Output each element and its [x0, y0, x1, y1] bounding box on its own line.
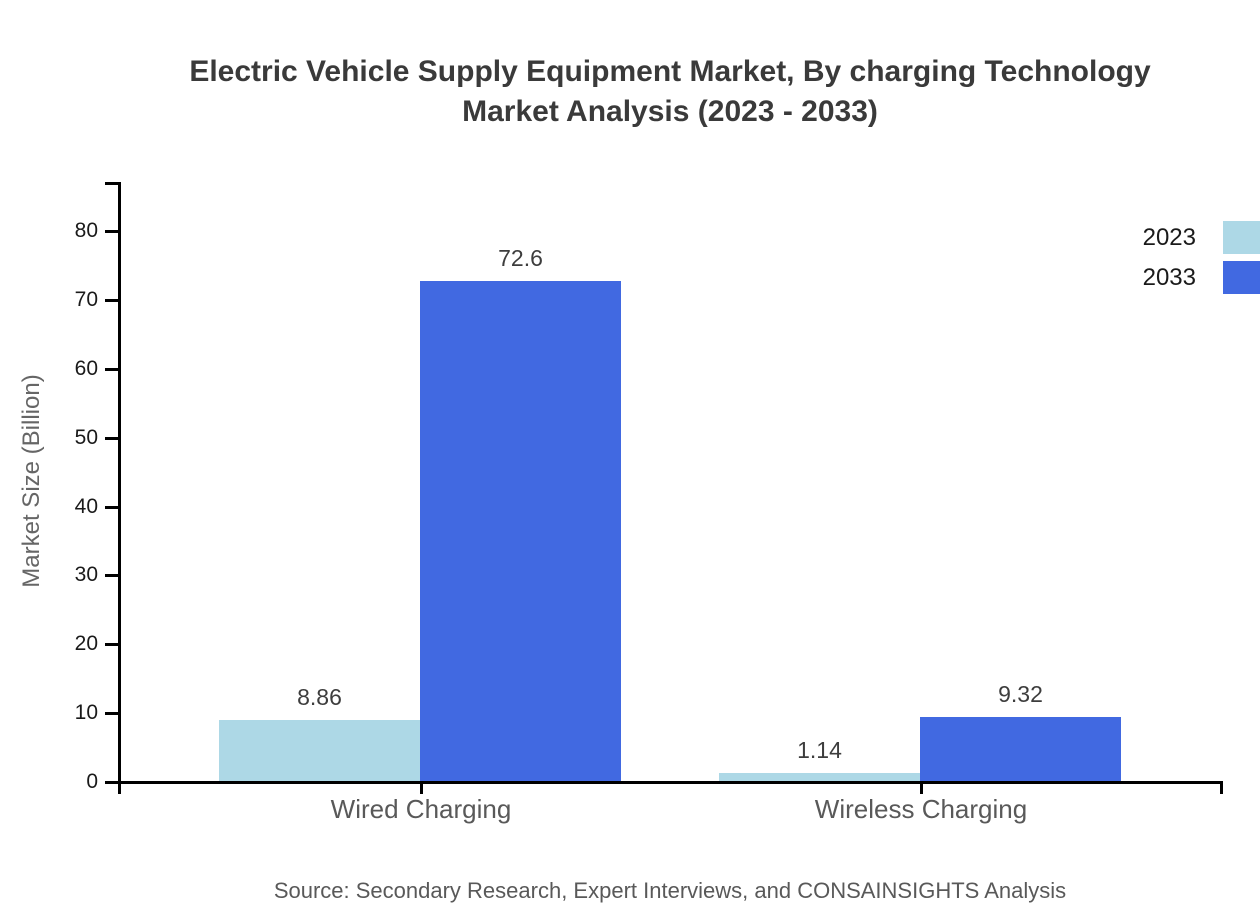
bar-value-label: 8.86 — [297, 684, 342, 710]
y-tick-label: 0 — [86, 770, 98, 793]
y-tick-label: 30 — [74, 563, 98, 586]
y-tick — [105, 781, 118, 784]
x-category-label: Wired Charging — [330, 794, 512, 824]
y-tick — [105, 299, 118, 302]
legend-swatch-2023 — [1223, 221, 1260, 254]
y-tick — [105, 712, 118, 715]
bar-value-label: 72.6 — [498, 245, 543, 271]
chart-title-line1: Electric Vehicle Supply Equipment Market… — [189, 55, 1151, 88]
chart-title: Electric Vehicle Supply Equipment Market… — [80, 52, 1260, 132]
bar-value-label: 9.32 — [998, 681, 1043, 707]
y-tick-label: 40 — [74, 495, 98, 518]
y-tick — [105, 506, 118, 509]
y-tick-label: 50 — [74, 426, 98, 449]
legend-label-2023: 2023 — [1142, 224, 1196, 251]
chart-title-line2: Market Analysis (2023 - 2033) — [462, 95, 878, 128]
legend-label-2033: 2033 — [1142, 264, 1196, 291]
bar-2033-1 — [920, 717, 1121, 781]
y-tick-label: 70 — [74, 288, 98, 311]
y-axis-line — [118, 182, 121, 794]
y-tick — [105, 643, 118, 646]
bar-value-label: 1.14 — [797, 737, 842, 763]
bar-2023-0 — [219, 720, 420, 781]
y-tick-label: 20 — [74, 632, 98, 655]
source-note: Source: Secondary Research, Expert Inter… — [273, 878, 1067, 903]
legend-swatch-2033 — [1223, 261, 1260, 294]
y-tick-label: 60 — [74, 357, 98, 380]
y-tick — [105, 368, 118, 371]
y-axis-cap-tick — [105, 182, 118, 185]
y-tick — [105, 437, 118, 440]
x-axis-end-tick — [1220, 781, 1223, 794]
bar-2033-0 — [420, 281, 621, 781]
y-tick — [105, 230, 118, 233]
bar-2023-1 — [719, 773, 920, 781]
y-tick-label: 10 — [74, 701, 98, 724]
x-tick — [420, 781, 423, 794]
x-category-label: Wireless Charging — [814, 794, 1028, 824]
x-axis-line — [105, 781, 1223, 784]
x-tick — [920, 781, 923, 794]
y-tick — [105, 574, 118, 577]
y-tick-label: 80 — [74, 219, 98, 242]
